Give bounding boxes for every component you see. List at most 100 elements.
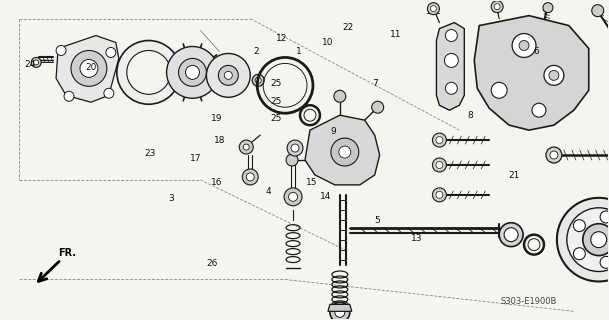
Circle shape [243,144,249,150]
Circle shape [600,211,609,223]
Circle shape [178,59,206,86]
Circle shape [574,248,585,260]
Text: 8: 8 [467,111,473,120]
Circle shape [371,101,384,113]
Circle shape [431,6,437,12]
Circle shape [335,307,345,317]
Circle shape [252,74,264,86]
Circle shape [224,71,232,79]
Circle shape [206,53,250,97]
Text: 25: 25 [270,114,282,123]
Circle shape [64,91,74,101]
Polygon shape [305,115,379,185]
Text: 11: 11 [390,30,401,39]
Text: 12: 12 [276,35,287,44]
Circle shape [532,103,546,117]
Text: 9: 9 [331,127,337,136]
Text: 24: 24 [25,60,36,69]
Circle shape [499,223,523,247]
Circle shape [104,88,114,98]
Circle shape [186,65,200,79]
Text: 25: 25 [270,97,282,106]
Circle shape [445,82,457,94]
Circle shape [167,46,219,98]
Text: 13: 13 [411,234,423,243]
Text: 22: 22 [342,23,354,32]
Circle shape [491,1,503,13]
Circle shape [512,34,536,58]
Circle shape [428,3,440,15]
Polygon shape [328,304,352,311]
Circle shape [592,5,604,17]
Circle shape [289,192,298,201]
Text: 15: 15 [306,178,317,187]
Text: 18: 18 [214,136,225,145]
Text: 1: 1 [295,47,301,56]
Text: 2: 2 [253,47,259,56]
Circle shape [56,45,66,55]
Text: 26: 26 [206,259,218,268]
Circle shape [330,302,350,320]
Circle shape [219,65,238,85]
Circle shape [80,60,98,77]
Text: 20: 20 [85,63,97,72]
Circle shape [436,162,443,168]
Circle shape [519,41,529,51]
Circle shape [331,138,359,166]
Text: 23: 23 [144,149,155,158]
Text: 7: 7 [373,79,378,88]
Circle shape [33,60,38,65]
Circle shape [574,220,585,232]
Circle shape [242,169,258,185]
Circle shape [436,137,443,144]
Circle shape [287,140,303,156]
Circle shape [567,208,609,271]
Circle shape [246,173,254,181]
Circle shape [239,140,253,154]
Circle shape [284,188,302,206]
Text: 16: 16 [211,178,222,187]
Circle shape [445,53,459,68]
Text: 14: 14 [320,192,331,201]
Polygon shape [437,23,464,110]
Circle shape [286,154,298,166]
Text: 6: 6 [533,47,539,56]
Circle shape [549,70,559,80]
Circle shape [127,51,171,94]
Circle shape [31,58,41,68]
Text: 25: 25 [270,79,282,88]
Circle shape [106,47,116,58]
Text: 3: 3 [168,194,174,203]
Text: 10: 10 [322,38,333,47]
Circle shape [71,51,107,86]
Circle shape [583,224,609,256]
Circle shape [432,188,446,202]
Text: 21: 21 [508,172,519,180]
Circle shape [494,4,500,10]
Circle shape [557,198,609,282]
Circle shape [491,82,507,98]
Polygon shape [56,36,119,102]
Text: FR.: FR. [58,248,76,258]
Circle shape [600,256,609,268]
Circle shape [436,191,443,198]
Circle shape [432,133,446,147]
Circle shape [591,232,607,248]
Circle shape [334,90,346,102]
Circle shape [339,146,351,158]
Circle shape [543,3,553,13]
Circle shape [546,147,562,163]
Text: 17: 17 [189,154,201,163]
Text: 4: 4 [266,188,271,196]
Circle shape [445,29,457,42]
Text: S303-E1900B: S303-E1900B [501,297,557,306]
Circle shape [117,41,180,104]
Polygon shape [474,16,589,130]
Circle shape [255,77,261,83]
Circle shape [432,158,446,172]
Circle shape [504,228,518,242]
Circle shape [544,65,564,85]
Circle shape [550,151,558,159]
Text: 19: 19 [211,114,222,123]
Circle shape [291,144,299,152]
